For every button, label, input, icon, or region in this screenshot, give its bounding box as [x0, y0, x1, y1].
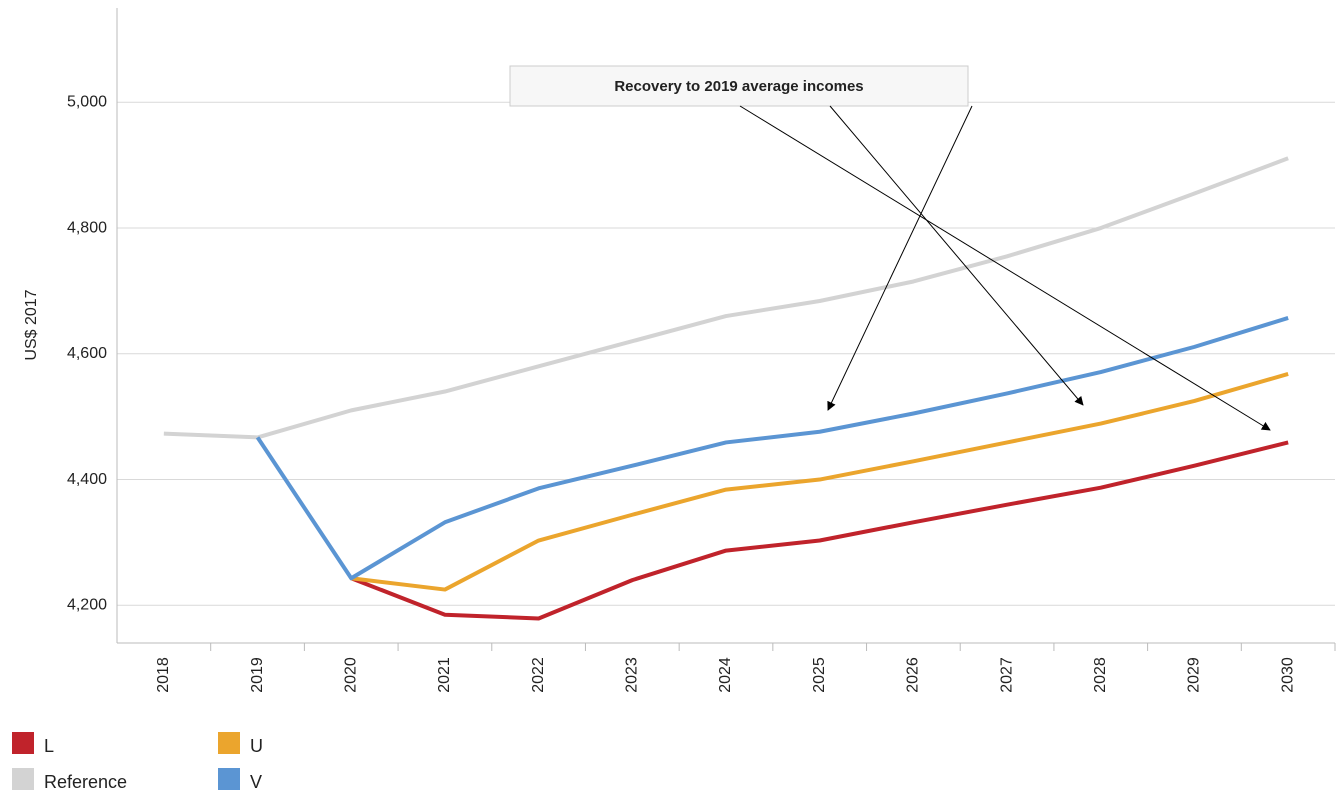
x-tick-label: 2023	[624, 657, 641, 693]
y-tick-label: 4,200	[67, 596, 107, 613]
arrow	[827, 105, 973, 411]
legend-label: Reference	[44, 772, 127, 792]
x-tick-label: 2019	[249, 657, 266, 693]
x-tick-label: 2030	[1279, 657, 1296, 693]
series-line	[163, 156, 1289, 440]
arrow	[829, 105, 1084, 406]
lines	[163, 156, 1289, 621]
series-line	[255, 316, 1289, 581]
x-tick-label: 2022	[530, 657, 547, 693]
y-axis-label: US$ 2017	[23, 289, 40, 360]
x-tick-label: 2026	[905, 657, 922, 693]
series-line	[350, 440, 1289, 621]
x-tick-label: 2025	[811, 657, 828, 693]
series-line	[350, 371, 1289, 592]
annotation-box	[509, 65, 969, 107]
legend-label: V	[250, 772, 262, 792]
legend-label: L	[44, 736, 54, 756]
x-tick-label: 2021	[436, 657, 453, 693]
x-tick-label: 2027	[998, 657, 1015, 693]
legend-swatch	[12, 768, 34, 790]
x-tick-label: 2020	[342, 657, 359, 693]
x-tick-label: 2024	[717, 657, 734, 693]
annotation: Recovery to 2019 average incomes	[509, 65, 1271, 431]
legend: L U Reference V	[12, 732, 263, 792]
legend-swatch	[12, 732, 34, 754]
grid	[117, 101, 1335, 606]
y-tick-label: 4,400	[67, 471, 107, 488]
annotation-text: Recovery to 2019 average incomes	[614, 78, 863, 95]
y-tick-label: 4,800	[67, 219, 107, 236]
legend-swatch	[218, 732, 240, 754]
arrow	[739, 105, 1271, 431]
x-tick-label: 2028	[1092, 657, 1109, 693]
legend-label: U	[250, 736, 263, 756]
y-tick-label: 4,600	[67, 345, 107, 362]
x-tick-label: 2029	[1186, 657, 1203, 693]
y-tick-label: 5,000	[67, 94, 107, 111]
legend-swatch	[218, 768, 240, 790]
x-tick-label: 2018	[155, 657, 172, 693]
